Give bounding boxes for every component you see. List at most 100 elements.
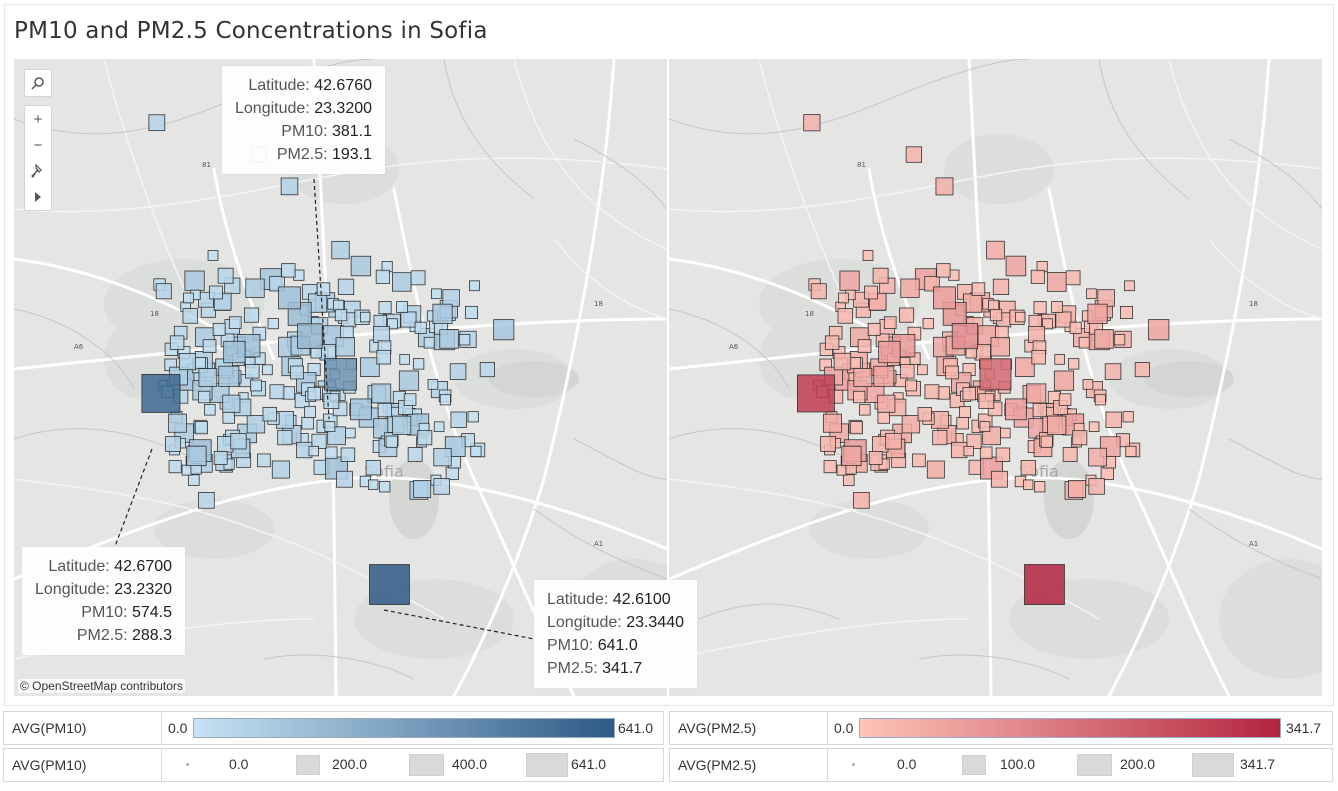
station-mark[interactable] — [1033, 301, 1047, 315]
station-mark[interactable] — [878, 340, 901, 364]
station-mark[interactable] — [178, 353, 197, 371]
station-mark[interactable] — [883, 316, 897, 329]
station-mark[interactable] — [979, 446, 993, 460]
station-mark[interactable] — [1020, 460, 1036, 476]
station-mark[interactable] — [345, 427, 356, 439]
play-icon[interactable] — [25, 184, 51, 210]
station-mark[interactable] — [1067, 358, 1080, 370]
station-mark[interactable] — [823, 413, 842, 433]
station-mark[interactable] — [1134, 362, 1150, 378]
station-mark[interactable] — [360, 311, 371, 323]
station-mark[interactable] — [386, 318, 398, 330]
station-mark[interactable] — [1040, 435, 1053, 448]
station-mark[interactable] — [989, 308, 1003, 322]
station-mark[interactable] — [311, 433, 327, 449]
station-mark[interactable] — [917, 364, 928, 376]
station-mark[interactable] — [304, 405, 316, 418]
station-mark[interactable] — [1094, 329, 1114, 349]
station-mark[interactable] — [245, 278, 265, 298]
station-mark[interactable] — [301, 416, 314, 430]
station-mark[interactable] — [267, 317, 279, 330]
station-mark[interactable] — [1078, 336, 1091, 349]
station-mark[interactable] — [445, 466, 459, 480]
station-mark[interactable] — [245, 364, 260, 379]
station-mark[interactable] — [1072, 430, 1088, 446]
station-mark[interactable] — [271, 460, 290, 479]
station-mark[interactable] — [340, 447, 356, 462]
station-mark[interactable] — [335, 337, 355, 357]
station-mark[interactable] — [1053, 370, 1075, 391]
station-mark[interactable] — [1086, 288, 1097, 300]
station-mark[interactable] — [1024, 564, 1065, 605]
station-mark[interactable] — [368, 479, 379, 490]
station-mark[interactable] — [433, 447, 452, 467]
pm10-color-legend[interactable]: AVG(PM10) 0.0 641.0 — [3, 711, 664, 745]
station-mark[interactable] — [281, 263, 296, 278]
station-mark[interactable] — [1051, 301, 1063, 313]
station-mark[interactable] — [414, 321, 427, 334]
station-mark[interactable] — [213, 450, 228, 465]
station-mark[interactable] — [1005, 398, 1027, 421]
station-mark[interactable] — [1005, 255, 1027, 277]
station-mark[interactable] — [458, 334, 471, 346]
station-mark[interactable] — [1087, 303, 1108, 324]
station-mark[interactable] — [369, 564, 410, 605]
pm25-station-marks[interactable] — [669, 59, 1322, 696]
station-mark[interactable] — [936, 263, 951, 278]
station-mark[interactable] — [324, 446, 338, 460]
station-mark[interactable] — [155, 283, 172, 300]
pin-icon[interactable] — [25, 158, 51, 184]
station-mark[interactable] — [1124, 280, 1135, 292]
station-mark[interactable] — [336, 470, 353, 488]
station-mark[interactable] — [250, 379, 262, 392]
station-mark[interactable] — [900, 278, 920, 298]
station-mark[interactable] — [277, 430, 293, 446]
station-mark[interactable] — [1113, 334, 1126, 346]
station-mark[interactable] — [432, 303, 453, 324]
station-mark[interactable] — [995, 325, 1009, 340]
station-mark[interactable] — [207, 250, 219, 261]
station-mark[interactable] — [849, 421, 863, 435]
station-mark[interactable] — [371, 383, 392, 404]
station-mark[interactable] — [198, 492, 215, 509]
station-mark[interactable] — [297, 323, 323, 349]
station-mark[interactable] — [995, 447, 1011, 462]
station-mark[interactable] — [222, 394, 241, 413]
station-mark[interactable] — [1148, 319, 1170, 341]
station-mark[interactable] — [204, 403, 216, 416]
station-mark[interactable] — [223, 340, 246, 364]
station-mark[interactable] — [439, 394, 451, 406]
station-mark[interactable] — [350, 398, 372, 421]
station-mark[interactable] — [959, 405, 971, 418]
station-mark[interactable] — [966, 433, 982, 449]
station-mark[interactable] — [310, 347, 322, 359]
station-mark[interactable] — [1104, 363, 1122, 380]
station-mark[interactable] — [183, 292, 194, 304]
station-mark[interactable] — [398, 370, 420, 391]
station-mark[interactable] — [1125, 445, 1137, 457]
station-mark[interactable] — [290, 365, 304, 380]
station-mark[interactable] — [228, 316, 242, 329]
station-mark[interactable] — [148, 114, 166, 132]
station-mark[interactable] — [307, 387, 321, 401]
search-icon[interactable] — [25, 70, 51, 96]
station-mark[interactable] — [243, 307, 260, 323]
station-mark[interactable] — [412, 358, 425, 370]
station-mark[interactable] — [1088, 478, 1105, 495]
pm25-map[interactable]: 81 18 18 A6 A1 Sofia — [669, 59, 1322, 696]
station-mark[interactable] — [868, 451, 883, 465]
station-mark[interactable] — [377, 402, 392, 418]
station-mark[interactable] — [316, 282, 331, 296]
station-mark[interactable] — [932, 430, 948, 446]
station-mark[interactable] — [168, 460, 182, 474]
station-mark[interactable] — [308, 445, 319, 457]
station-mark[interactable] — [400, 311, 417, 328]
station-mark[interactable] — [842, 474, 855, 486]
station-mark[interactable] — [450, 411, 467, 428]
station-mark[interactable] — [1026, 383, 1047, 404]
station-mark[interactable] — [331, 240, 350, 260]
station-mark[interactable] — [184, 270, 205, 291]
station-mark[interactable] — [257, 453, 271, 468]
pm10-size-legend[interactable]: AVG(PM10) 0.0 200.0 400.0 641.0 — [3, 748, 664, 782]
station-mark[interactable] — [396, 301, 408, 313]
